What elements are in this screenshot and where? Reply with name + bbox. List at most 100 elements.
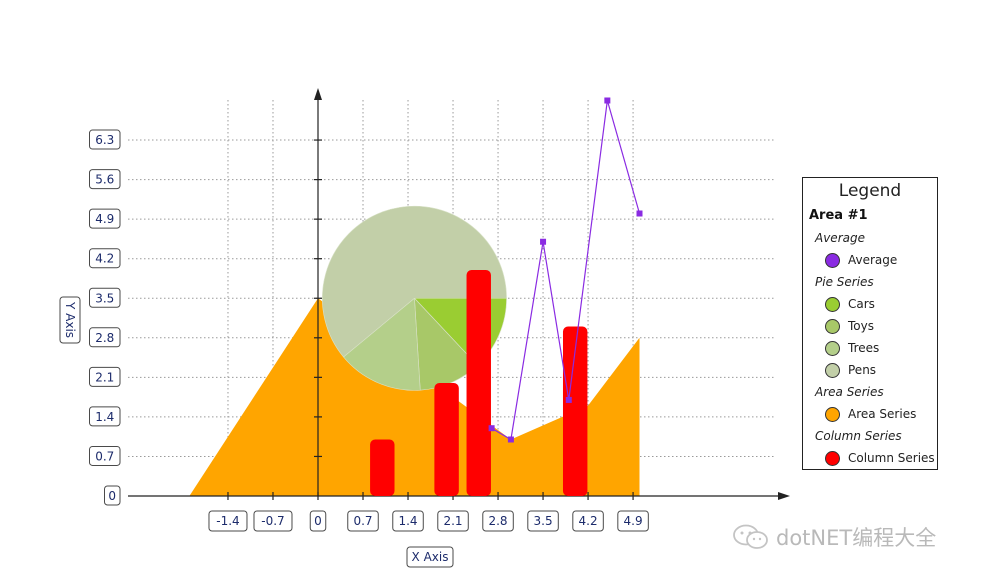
y-tick-text-8: 5.6 bbox=[95, 173, 114, 187]
watermark: dotNET编程大全 bbox=[732, 522, 936, 552]
legend-item-cars: Cars bbox=[803, 293, 937, 315]
x-tick-label-2: 0 bbox=[309, 510, 327, 532]
legend-area-name: Area #1 bbox=[809, 208, 868, 223]
x-tick-label-9: 4.9 bbox=[617, 510, 649, 532]
y-tick-label-6: 4.2 bbox=[89, 248, 121, 269]
legend-group-0: Average bbox=[815, 231, 865, 245]
legend-group-1: Pie Series bbox=[815, 275, 874, 289]
legend-swatch bbox=[825, 406, 840, 422]
x-tick-text-4: 1.4 bbox=[398, 514, 417, 528]
legend-groups: Average Average Pie Series Cars Toys Trees Pen… bbox=[803, 227, 937, 469]
y-axis-title-text: Y Axis bbox=[63, 301, 77, 338]
x-tick-box-8 bbox=[572, 510, 604, 532]
y-tick-box-8 bbox=[89, 169, 121, 190]
x-tick-label-8: 4.2 bbox=[572, 510, 604, 532]
legend-item-label: Toys bbox=[848, 319, 874, 333]
y-tick-box-3 bbox=[89, 366, 121, 387]
y-tick-label-8: 5.6 bbox=[89, 169, 121, 190]
x-tick-label-5: 2.1 bbox=[437, 510, 469, 532]
y-tick-text-0: 0 bbox=[108, 489, 116, 503]
y-tick-box-2 bbox=[89, 406, 121, 427]
x-tick-box-5 bbox=[437, 510, 469, 532]
legend-title: Legend bbox=[838, 181, 902, 201]
x-tick-text-7: 3.5 bbox=[534, 514, 553, 528]
y-tick-text-6: 4.2 bbox=[95, 252, 114, 266]
y-axis-arrow bbox=[314, 88, 322, 100]
x-tick-box-9 bbox=[617, 510, 649, 532]
legend-swatch bbox=[825, 362, 840, 378]
axes-layer bbox=[128, 88, 790, 500]
column-bar-1 bbox=[434, 383, 459, 496]
y-tick-label-4: 2.8 bbox=[89, 327, 121, 348]
y-tick-label-1: 0.7 bbox=[89, 445, 121, 466]
wechat-icon bbox=[733, 524, 768, 549]
legend-item-label: Average bbox=[848, 253, 898, 267]
axis-titles-layer: X Axis Y Axis bbox=[59, 296, 454, 568]
legend-item-toys: Toys bbox=[803, 315, 937, 337]
y-tick-text-1: 0.7 bbox=[95, 449, 114, 463]
x-tick-box-0 bbox=[208, 510, 248, 532]
y-tick-box-7 bbox=[89, 208, 121, 229]
x-tick-label-3: 0.7 bbox=[347, 510, 379, 532]
legend-swatch bbox=[825, 252, 840, 268]
y-tick-label-2: 1.4 bbox=[89, 406, 121, 427]
y-tick-label-0: 0 bbox=[104, 485, 121, 506]
average-point-5 bbox=[636, 210, 643, 217]
x-tick-box-7 bbox=[527, 510, 559, 532]
x-tick-box-2 bbox=[309, 510, 327, 532]
legend-swatch bbox=[825, 318, 840, 334]
y-tick-label-5: 3.5 bbox=[89, 287, 121, 308]
legend-swatch bbox=[825, 296, 840, 312]
average-point-1 bbox=[507, 436, 514, 443]
x-tick-text-9: 4.9 bbox=[624, 514, 643, 528]
legend-swatch bbox=[825, 340, 840, 356]
x-tick-label-1: -0.7 bbox=[253, 510, 293, 532]
legend-item-label: Trees bbox=[848, 341, 880, 355]
x-tick-box-1 bbox=[253, 510, 293, 532]
y-tick-box-5 bbox=[89, 287, 121, 308]
x-tick-label-0: -1.4 bbox=[208, 510, 248, 532]
x-axis-title: X Axis bbox=[406, 546, 454, 568]
average-line bbox=[491, 100, 641, 441]
column-bar-0 bbox=[370, 439, 395, 496]
x-axis-arrow bbox=[778, 492, 790, 500]
y-tick-label-7: 4.9 bbox=[89, 208, 121, 229]
legend-item-pens: Pens bbox=[803, 359, 937, 381]
x-tick-text-8: 4.2 bbox=[579, 514, 598, 528]
legend-item-label: Cars bbox=[848, 297, 875, 311]
legend-group-3: Column Series bbox=[815, 429, 902, 443]
average-line-layer bbox=[488, 97, 643, 443]
tick-labels-layer: 0 0.7 1.4 2.1 2.8 3.5 4.2 4.9 5.6 6.3 -1.4 -0.7 0 0.7… bbox=[89, 129, 649, 532]
x-tick-text-2: 0 bbox=[314, 514, 322, 528]
y-tick-box-6 bbox=[89, 248, 121, 269]
watermark-text: dotNET编程大全 bbox=[776, 526, 937, 550]
y-tick-label-3: 2.1 bbox=[89, 366, 121, 387]
legend-group-2: Area Series bbox=[815, 385, 884, 399]
area-series-layer bbox=[189, 298, 640, 496]
x-tick-label-7: 3.5 bbox=[527, 510, 559, 532]
legend-swatch bbox=[825, 450, 840, 466]
x-tick-label-6: 2.8 bbox=[482, 510, 514, 532]
pie-slice-trees bbox=[343, 297, 421, 391]
column-series-layer bbox=[370, 270, 588, 496]
x-tick-text-3: 0.7 bbox=[353, 514, 372, 528]
legend-item-area-series: Area Series bbox=[803, 403, 937, 425]
y-axis-title: Y Axis bbox=[59, 296, 81, 344]
area-series-shape bbox=[189, 298, 640, 496]
y-tick-text-3: 2.1 bbox=[95, 370, 114, 384]
legend-panel: Legend Area #1 Average Average Pie Series C… bbox=[802, 177, 938, 470]
legend-item-trees: Trees bbox=[803, 337, 937, 359]
x-tick-text-5: 2.1 bbox=[443, 514, 462, 528]
x-axis-title-text: X Axis bbox=[412, 550, 449, 564]
y-tick-text-4: 2.8 bbox=[95, 331, 114, 345]
y-tick-text-9: 6.3 bbox=[95, 133, 114, 147]
x-tick-box-4 bbox=[392, 510, 424, 532]
x-tick-text-0: -1.4 bbox=[216, 514, 239, 528]
column-bar-3 bbox=[562, 326, 588, 496]
column-bar-2 bbox=[466, 270, 491, 496]
y-tick-text-5: 3.5 bbox=[95, 291, 114, 305]
y-tick-box-9 bbox=[89, 129, 121, 150]
y-tick-text-7: 4.9 bbox=[95, 212, 114, 226]
x-tick-text-6: 2.8 bbox=[488, 514, 507, 528]
